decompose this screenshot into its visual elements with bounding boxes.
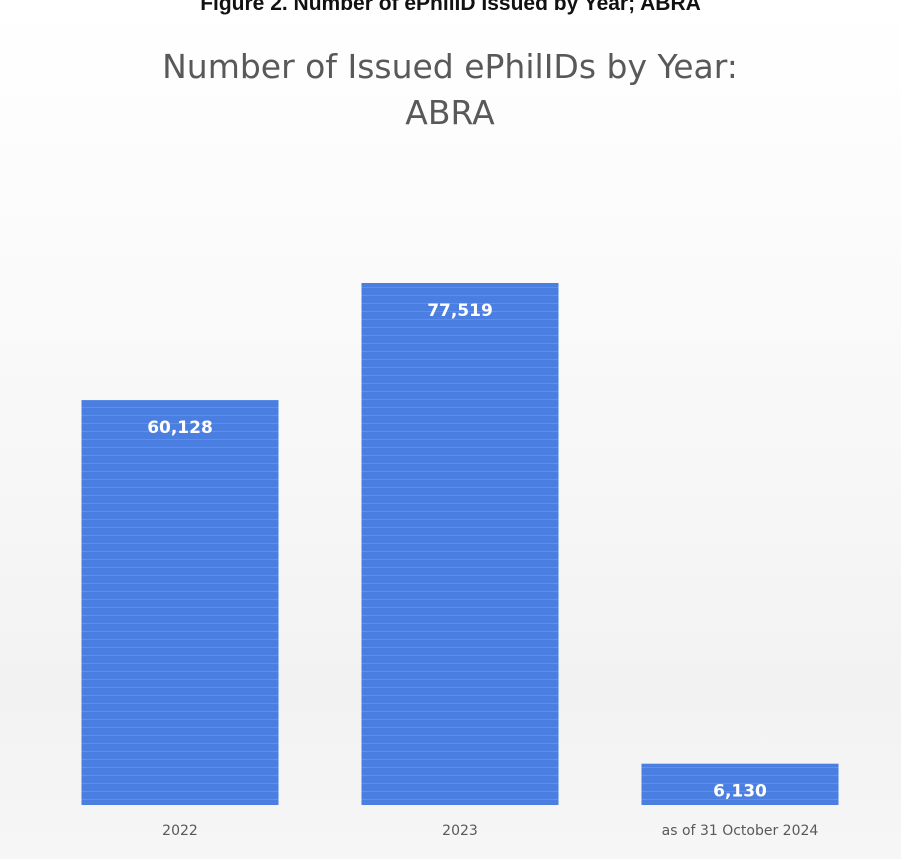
bar-texture-3: [641, 763, 839, 805]
chart-title-line-2: ABRA: [405, 92, 495, 132]
data-label-1: 60,128: [147, 418, 213, 438]
figure-caption: Figure 2. Number of ePhilID Issued by Ye…: [200, 0, 701, 15]
x-tick-label-1: 2022: [162, 823, 198, 839]
bar-texture-2: [361, 283, 559, 805]
chart-title-line-1: Number of Issued ePhilIDs by Year:: [162, 47, 738, 86]
data-label-2: 77,519: [427, 301, 493, 321]
bar-texture-1: [81, 400, 279, 805]
x-tick-label-2: 2023: [442, 823, 478, 839]
data-label-3: 6,130: [713, 782, 767, 802]
chart-title: Number of Issued ePhilIDs by Year: ABRA: [80, 44, 820, 135]
x-tick-label-3: as of 31 October 2024: [662, 823, 819, 839]
